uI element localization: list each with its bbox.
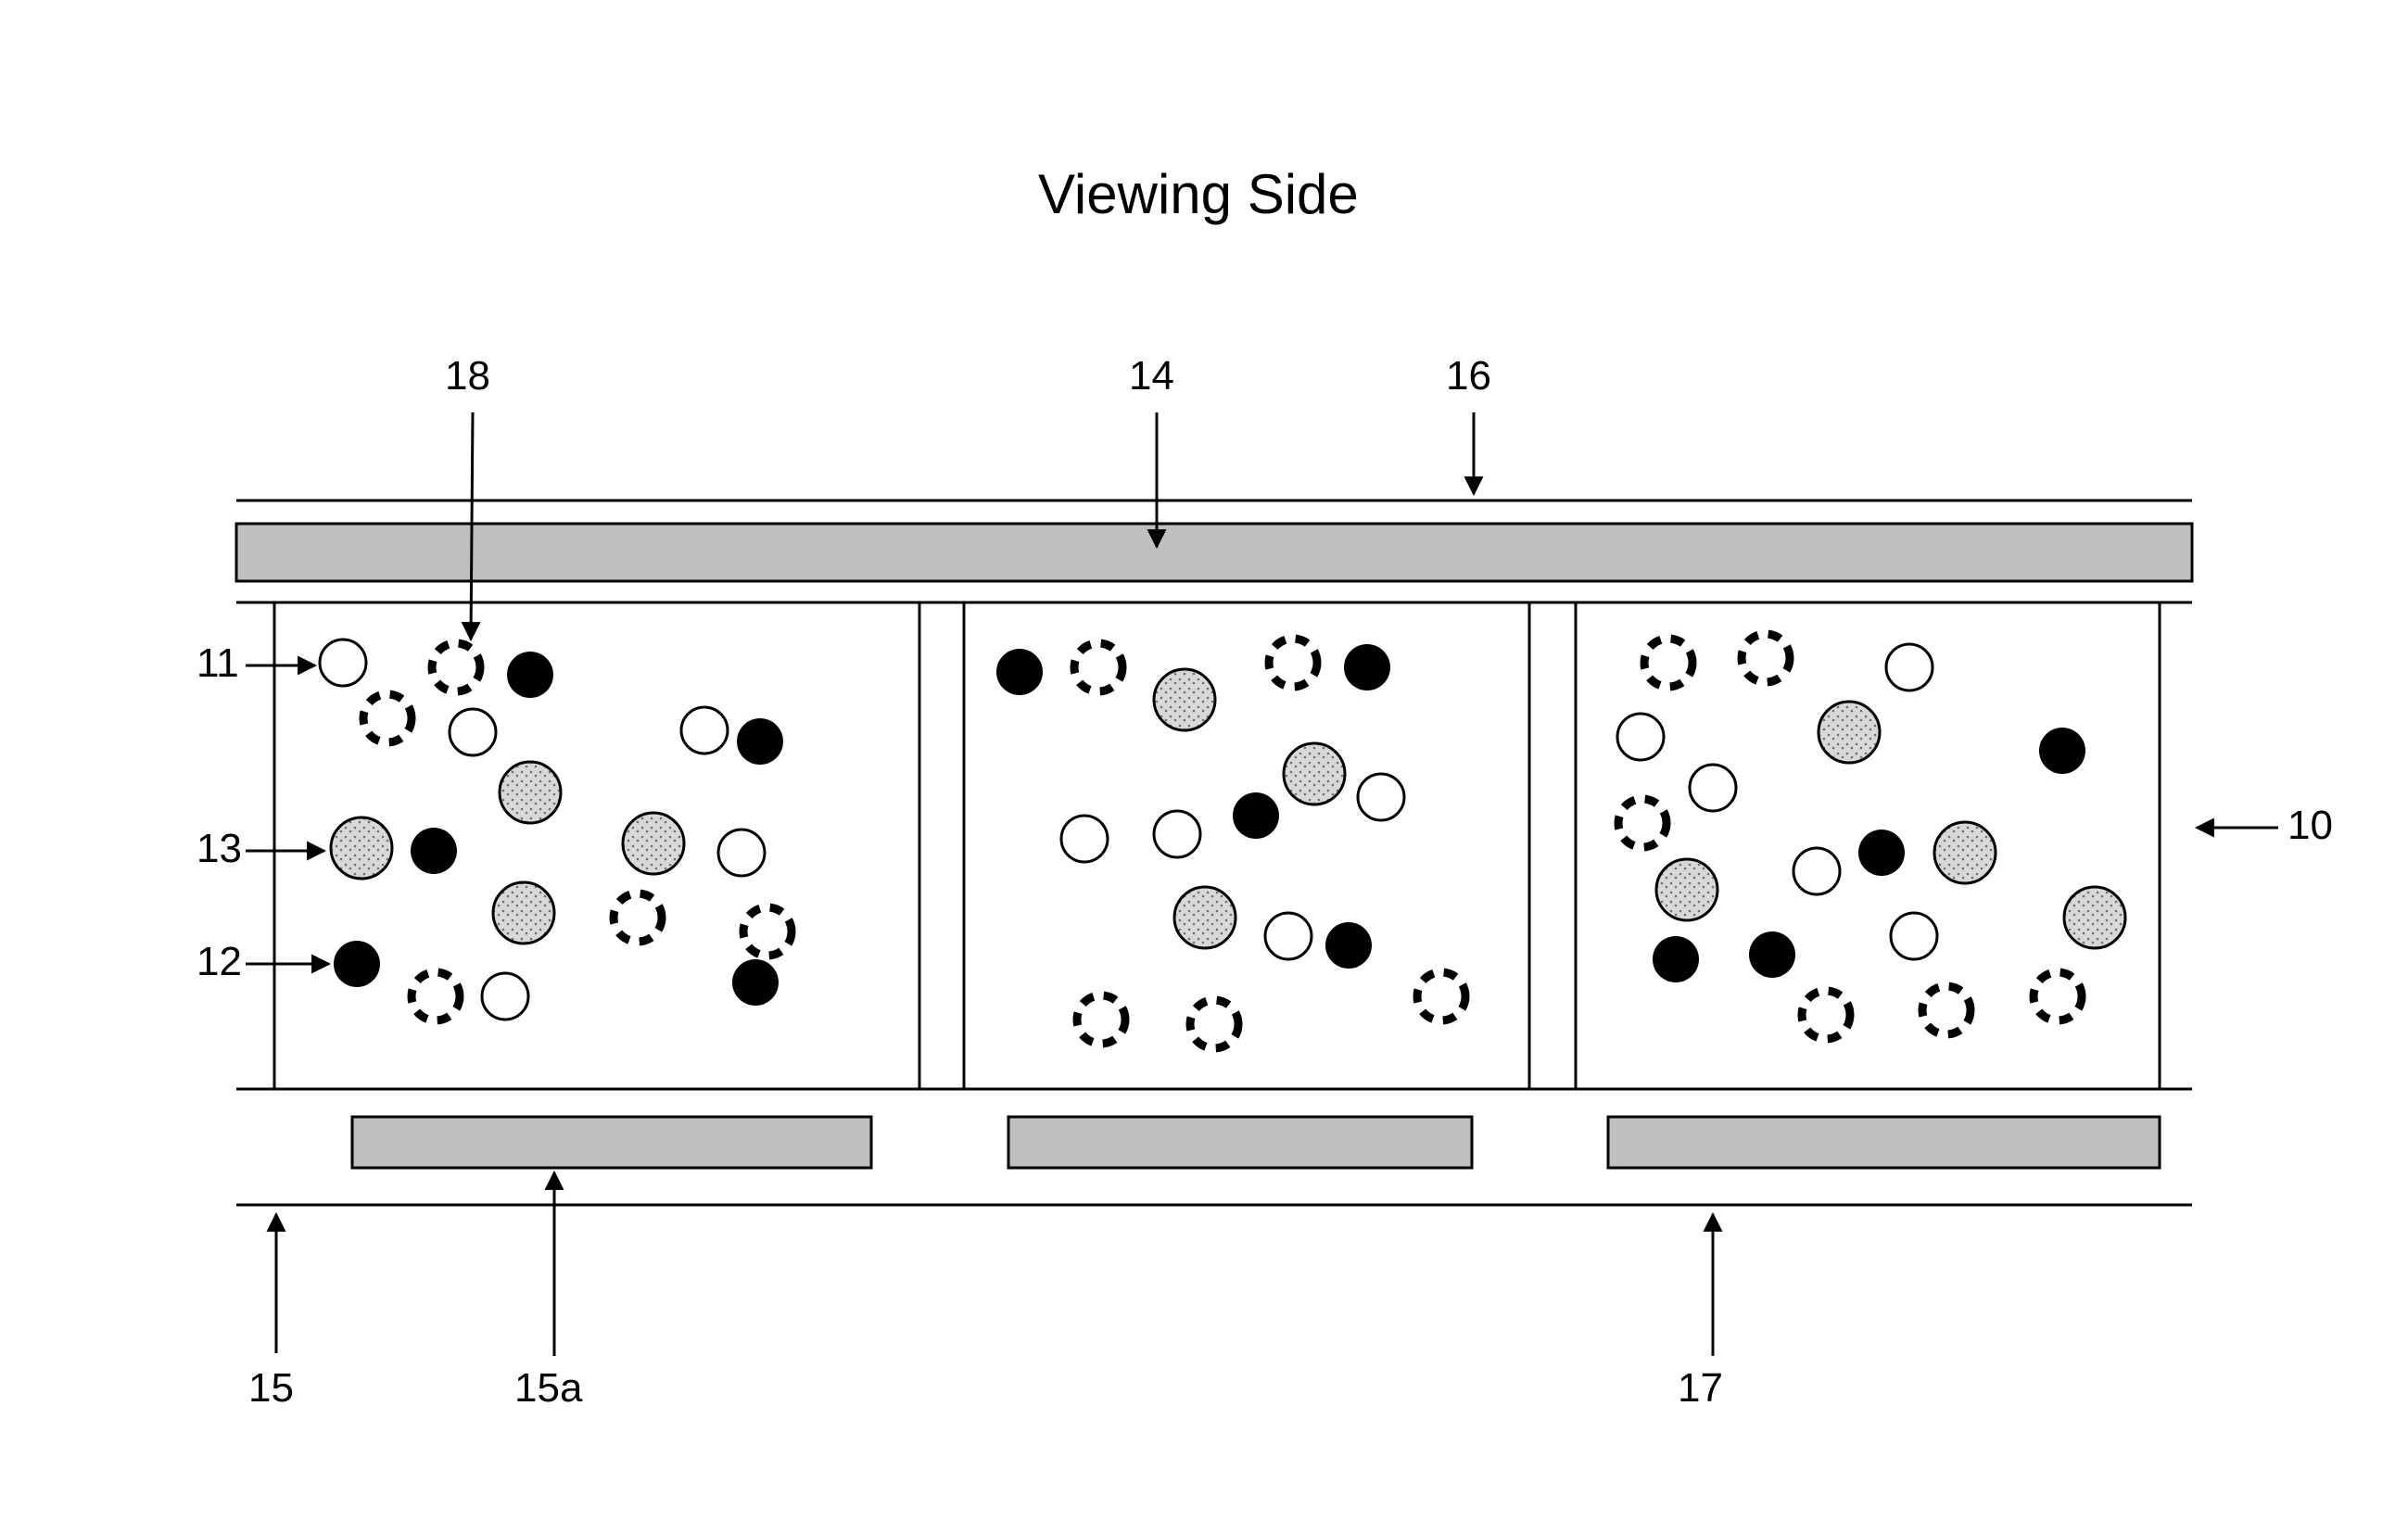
particle-open: [482, 973, 528, 1020]
particle-open: [1154, 811, 1200, 857]
particle-open: [1690, 765, 1736, 811]
particle-open: [681, 707, 728, 754]
particle-open: [1886, 644, 1933, 690]
particle-dashed: [1742, 634, 1790, 682]
particle-dashed: [1644, 639, 1692, 687]
particle-open: [718, 830, 765, 876]
bottom-electrode-1: [1008, 1117, 1472, 1168]
bottom-electrode-0: [352, 1117, 871, 1168]
particle-black: [1325, 922, 1372, 969]
callout-label-17: 17: [1678, 1365, 1723, 1411]
callout-label-16: 16: [1446, 353, 1491, 399]
callout-arrow-18: [471, 412, 473, 640]
particle-open: [1061, 816, 1108, 862]
particle-dashed: [2034, 972, 2082, 1020]
particle-black: [732, 959, 779, 1006]
top-electrode: [236, 524, 2192, 581]
cell-2-particles: [996, 639, 1465, 1048]
diagram-title: Viewing Side: [1038, 163, 1359, 225]
particle-dotted: [500, 762, 561, 823]
particle-black: [1858, 830, 1905, 876]
particle-dashed: [1618, 799, 1667, 847]
callout-label-15: 15: [248, 1365, 294, 1411]
particle-dashed: [614, 893, 662, 942]
particle-open: [1265, 913, 1312, 959]
particle-dashed: [1077, 995, 1125, 1044]
particle-dotted: [1934, 822, 1996, 883]
callout-label-10: 10: [2288, 803, 2333, 848]
particle-open: [1617, 714, 1664, 760]
particle-open: [1358, 774, 1404, 820]
particle-dotted: [331, 817, 392, 879]
particle-dotted: [1656, 859, 1717, 920]
particle-black: [1233, 792, 1279, 839]
callout-label-11: 11: [196, 640, 239, 686]
particle-black: [1653, 936, 1699, 982]
particle-dotted: [2064, 887, 2125, 948]
callout-label-18: 18: [445, 353, 490, 399]
callout-label-15a: 15a: [514, 1365, 583, 1411]
particle-black: [2039, 728, 2085, 774]
callout-label-12: 12: [196, 939, 242, 984]
particle-dotted: [1174, 887, 1236, 948]
particle-black: [996, 649, 1043, 695]
particle-open: [450, 709, 496, 755]
particle-dashed: [363, 694, 412, 742]
particle-black: [334, 941, 380, 987]
particle-dashed: [1922, 986, 1971, 1034]
particle-open: [1793, 848, 1840, 894]
particle-dotted: [623, 813, 684, 874]
particle-dashed: [1074, 643, 1122, 691]
particle-dotted: [493, 882, 554, 944]
callout-label-14: 14: [1129, 353, 1174, 399]
particle-black: [1344, 644, 1390, 690]
particle-dashed: [1269, 639, 1317, 687]
particle-black: [1749, 931, 1795, 978]
bottom-electrode-2: [1608, 1117, 2160, 1168]
particle-dotted: [1154, 669, 1215, 730]
particle-dotted: [1819, 702, 1880, 763]
particle-black: [411, 828, 457, 874]
particle-open: [1891, 913, 1937, 959]
cell-1-particles: [320, 640, 792, 1020]
particle-open: [320, 640, 366, 686]
particle-dashed: [412, 972, 460, 1020]
callout-label-13: 13: [196, 826, 242, 871]
cell-3-particles: [1617, 634, 2125, 1039]
particle-dotted: [1284, 743, 1345, 804]
particle-black: [737, 718, 783, 765]
particle-black: [507, 652, 553, 698]
particle-dashed: [743, 907, 792, 956]
particle-dashed: [432, 643, 480, 691]
particle-dashed: [1190, 1000, 1238, 1048]
particle-dashed: [1802, 991, 1850, 1039]
particle-dashed: [1417, 972, 1465, 1020]
